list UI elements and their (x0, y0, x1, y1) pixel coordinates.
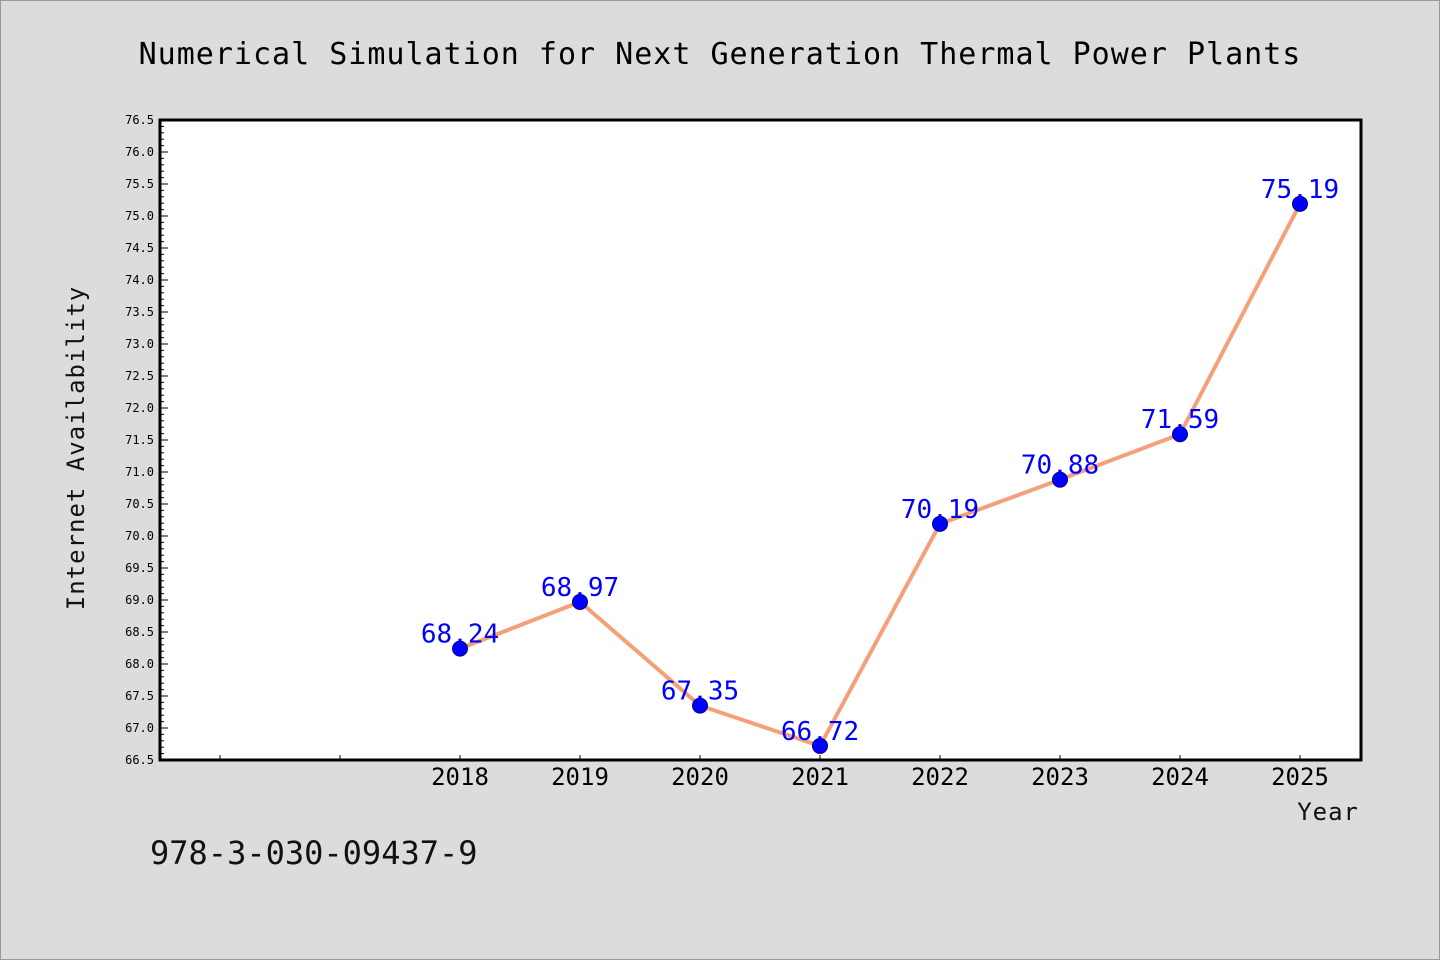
data-point-marker (452, 640, 468, 657)
data-point-marker (1172, 426, 1188, 443)
y-tick-label: 66.5 (125, 753, 154, 767)
data-labels: 68.24 68.97 67.35 66.72 70.19 70.88 71.59 75.19 (421, 175, 1339, 747)
data-point-marker (1292, 195, 1308, 212)
data-point-marker (692, 697, 708, 714)
y-tick-label: 76.0 (125, 145, 154, 159)
x-tick-label: 2019 (551, 763, 609, 791)
y-tick-label: 70.5 (125, 497, 154, 511)
y-tick-label: 67.0 (125, 721, 154, 735)
y-tick-label: 74.5 (125, 241, 154, 255)
data-point-marker (932, 515, 948, 532)
chart-title: Numerical Simulation for Next Generation… (139, 37, 1302, 72)
y-tick-label: 68.5 (125, 625, 154, 639)
x-tick-label: 2020 (671, 763, 729, 791)
isbn-text: 978-3-030-09437-9 (150, 834, 478, 872)
y-tick-label: 69.0 (125, 593, 154, 607)
y-tick-label: 70.0 (125, 529, 154, 543)
x-axis: 2018 2019 2020 2021 2022 2023 2024 2025 (219, 755, 1329, 791)
data-label: 66.72 (781, 717, 859, 747)
x-axis-label: Year (1297, 798, 1359, 826)
data-label: 71.59 (1141, 405, 1219, 435)
plot-border (158, 118, 1363, 762)
x-tick-label: 2018 (431, 763, 489, 791)
y-axis: 66.5 67.0 67.5 68.0 68.5 69.0 69.5 70.0 70.5 71.0… (125, 113, 168, 767)
y-tick-label: 72.5 (125, 369, 154, 383)
y-tick-label: 68.0 (125, 657, 154, 671)
data-label: 68.97 (541, 573, 619, 603)
x-tick-label: 2024 (1151, 763, 1209, 791)
data-point-marker (572, 593, 588, 610)
y-tick-label: 69.5 (125, 561, 154, 575)
y-tick-label: 71.0 (125, 465, 154, 479)
y-tick-label: 75.5 (125, 177, 154, 191)
data-label: 70.19 (901, 495, 979, 525)
data-label: 75.19 (1261, 175, 1339, 205)
y-tick-label: 67.5 (125, 689, 154, 703)
x-tick-label: 2025 (1271, 763, 1329, 791)
y-axis-label: Internet Availability (62, 286, 90, 610)
series-line (452, 195, 1308, 754)
data-label: 67.35 (661, 677, 739, 707)
y-tick-label: 74.0 (125, 273, 154, 287)
data-label: 70.88 (1021, 451, 1099, 481)
y-tick-label: 73.5 (125, 305, 154, 319)
y-tick-label: 76.5 (125, 113, 154, 127)
y-tick-label: 72.0 (125, 401, 154, 415)
data-point-marker (1052, 471, 1068, 488)
x-tick-label: 2021 (791, 763, 849, 791)
x-tick-label: 2023 (1031, 763, 1089, 791)
y-tick-label: 71.5 (125, 433, 154, 447)
y-tick-label: 73.0 (125, 337, 154, 351)
y-tick-label: 75.0 (125, 209, 154, 223)
data-point-marker (812, 737, 828, 754)
series-polyline (458, 201, 1302, 748)
data-label: 68.24 (421, 620, 499, 650)
x-tick-label: 2022 (911, 763, 969, 791)
